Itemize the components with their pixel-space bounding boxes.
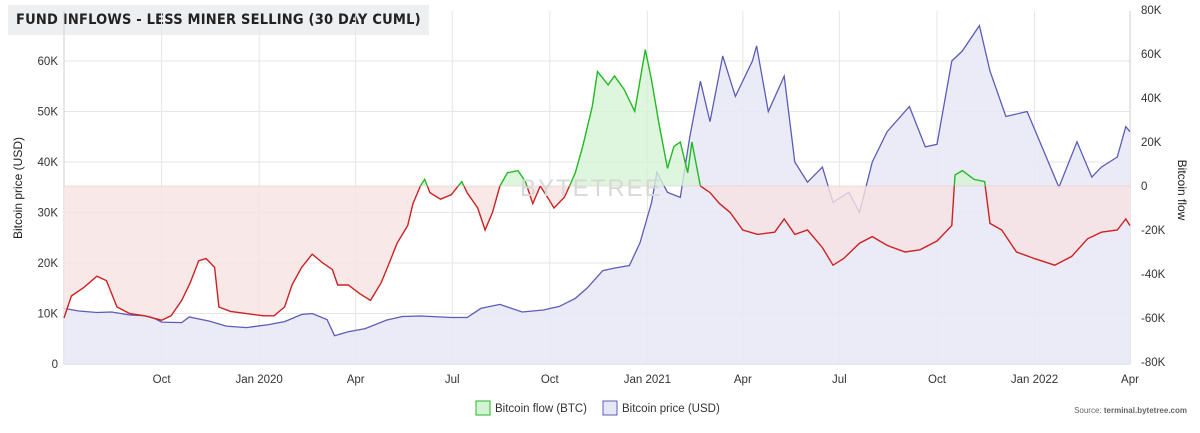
- x-tick-label: Jan 2022: [1011, 374, 1058, 386]
- x-tick-label: Apr: [1121, 374, 1139, 386]
- left-tick-label: 0: [52, 359, 58, 371]
- flow-negative-area: [463, 186, 500, 230]
- x-tick-label: Oct: [153, 374, 172, 386]
- legend-label: Bitcoin flow (BTC): [495, 403, 587, 415]
- x-tick-label: Jul: [445, 374, 460, 386]
- right-tick-label: 0: [1141, 181, 1147, 193]
- price-series-layer: [63, 23, 1131, 364]
- x-axis-ticks: Oct Jan 2020 Apr Jul Oct Jan 2021 Apr Jul Oct Jan…: [153, 374, 1139, 386]
- left-axis-ticks: 0 10K 20K 30K 40K 50K 60K: [38, 56, 59, 371]
- flow-negative-line: [63, 185, 422, 321]
- price-line: [63, 23, 1131, 337]
- flow-negative-area: [427, 186, 459, 200]
- price-area: [64, 25, 1130, 364]
- flow-negative-line: [539, 185, 571, 210]
- x-tick-label: Jan 2021: [624, 374, 671, 386]
- x-tick-label: Oct: [928, 374, 947, 386]
- x-tick-label: Apr: [734, 374, 752, 386]
- right-tick-label: -60K: [1141, 313, 1166, 325]
- legend-swatch: [475, 400, 491, 416]
- flow-positive-line: [568, 49, 702, 187]
- legend-swatch: [602, 400, 618, 416]
- left-tick-label: 50K: [38, 107, 59, 119]
- flow-negative-area: [540, 186, 570, 208]
- left-tick-label: 20K: [38, 258, 59, 270]
- flow-negative-area: [64, 186, 421, 321]
- flow-negative-area: [526, 186, 541, 204]
- flow-negative-line: [700, 185, 955, 267]
- watermark-text: BYTETREE: [520, 175, 663, 202]
- right-tick-label: 20K: [1141, 137, 1162, 149]
- flow-negative-line: [526, 185, 541, 206]
- right-axis-title: Bitcoin flow: [1175, 160, 1189, 221]
- right-tick-label: 60K: [1141, 49, 1162, 61]
- right-axis-ticks: -80K -60K -40K -20K 0 20K 40K 60K 80K: [1141, 5, 1166, 369]
- left-tick-label: 30K: [38, 208, 59, 220]
- flow-negative-area: [985, 186, 1130, 266]
- right-tick-label: -80K: [1141, 357, 1166, 369]
- left-tick-label: 10K: [38, 309, 59, 321]
- legend-item-flow[interactable]: Bitcoin flow (BTC): [475, 400, 587, 416]
- flow-negative-area: [700, 186, 955, 266]
- flow-positive-line: [457, 180, 465, 187]
- source-site: terminal.bytetree.com: [1104, 406, 1187, 415]
- flow-negative-line: [426, 185, 459, 200]
- source-credit: Source: terminal.bytetree.com: [1074, 406, 1187, 415]
- right-tick-label: 80K: [1141, 5, 1162, 17]
- source-prefix: Source:: [1074, 406, 1104, 415]
- chart-title-box: FUND INFLOWS - LESS MINER SELLING (30 DA…: [8, 5, 429, 35]
- flow-series-layer: [63, 49, 1131, 321]
- chart-title: FUND INFLOWS - LESS MINER SELLING (30 DA…: [16, 12, 421, 28]
- legend: Bitcoin flow (BTC) Bitcoin price (USD): [475, 400, 720, 416]
- x-tick-label: Jan 2020: [236, 374, 283, 386]
- left-tick-label: 60K: [38, 56, 59, 68]
- flow-negative-line: [463, 185, 501, 232]
- flow-positive-line: [499, 169, 528, 187]
- x-tick-label: Jul: [832, 374, 847, 386]
- flow-positive-line: [953, 169, 986, 187]
- right-tick-label: -20K: [1141, 225, 1166, 237]
- left-axis-title: Bitcoin price (USD): [11, 137, 25, 239]
- legend-label: Bitcoin price (USD): [622, 403, 720, 415]
- flow-positive-area: [954, 170, 986, 186]
- flow-negative-line: [984, 185, 1131, 266]
- legend-item-price[interactable]: Bitcoin price (USD): [602, 400, 720, 416]
- x-tick-label: Apr: [347, 374, 365, 386]
- left-tick-label: 40K: [38, 157, 59, 169]
- x-tick-label: Oct: [541, 374, 560, 386]
- right-tick-label: 40K: [1141, 93, 1162, 105]
- flow-positive-line: [419, 177, 428, 187]
- flow-positive-area: [569, 49, 701, 186]
- right-tick-label: -40K: [1141, 269, 1166, 281]
